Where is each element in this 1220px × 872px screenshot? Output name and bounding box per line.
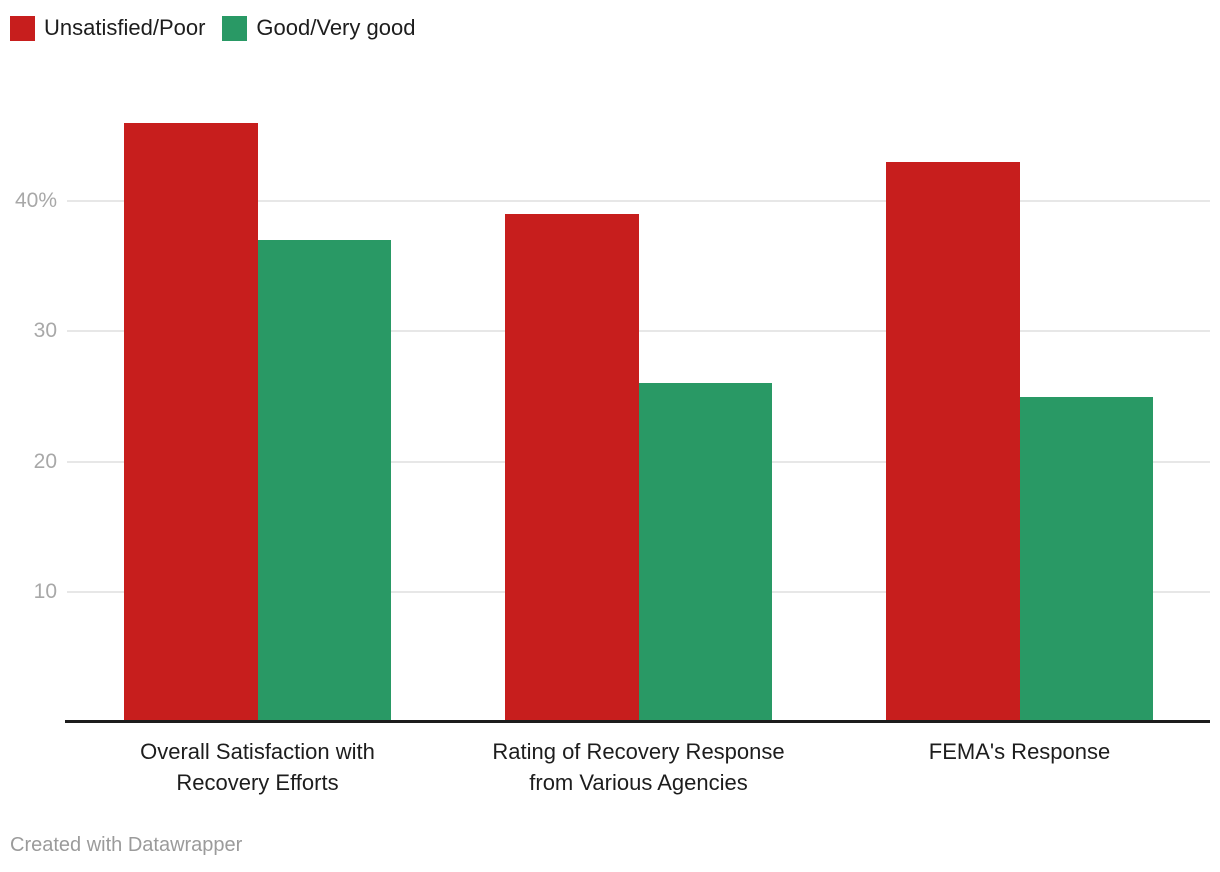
gridline-40 — [67, 200, 1210, 203]
legend-label: Unsatisfied/Poor — [44, 15, 206, 40]
x-axis-line — [65, 720, 1210, 723]
y-tick-label-10: 10 — [33, 579, 57, 603]
bar-good-very-good-group-2 — [638, 383, 772, 722]
x-category-label-2: Rating of Recovery Response from Various… — [492, 739, 785, 795]
bar-good-very-good-group-3 — [1019, 396, 1153, 722]
gridline-30 — [67, 330, 1210, 333]
legend-item-unsatisfied-poor: Unsatisfied/Poor — [10, 15, 205, 41]
y-tick-label-20: 20 — [33, 449, 57, 473]
legend-item-good-very-good: Good/Very good — [222, 15, 415, 41]
y-tick-label-40: 40% — [14, 189, 57, 213]
legend-swatch-unsatisfied-poor — [10, 15, 35, 41]
x-category-label-1: Overall Satisfaction with Recovery Effor… — [140, 739, 375, 795]
attribution: Created with Datawrapper — [10, 834, 243, 856]
legend-label: Good/Very good — [256, 15, 416, 40]
y-tick-label-30: 30 — [33, 319, 57, 343]
legend: Unsatisfied/Poor Good/Very good — [10, 15, 415, 41]
bar-good-very-good-group-1 — [257, 240, 391, 722]
bar-unsatisfied-poor-group-1 — [124, 123, 258, 722]
legend-swatch-good-very-good — [222, 15, 248, 41]
bar-unsatisfied-poor-group-2 — [505, 214, 639, 722]
x-category-label-3: FEMA's Response — [928, 739, 1111, 764]
bar-unsatisfied-poor-group-3 — [886, 162, 1020, 722]
